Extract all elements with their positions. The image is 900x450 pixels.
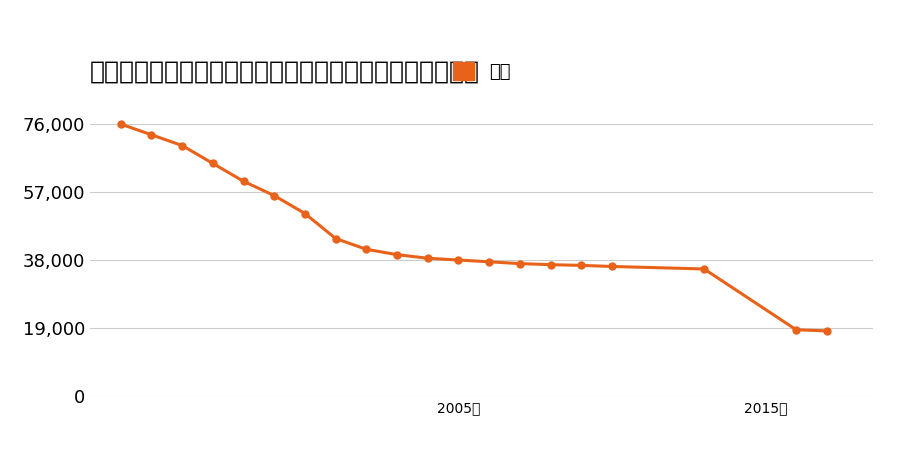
Legend: 価格: 価格	[446, 54, 518, 88]
Text: 埼玉県比企郡小川町大字青山字広地９０７番５の地価推移: 埼玉県比企郡小川町大字青山字広地９０７番５の地価推移	[90, 59, 480, 83]
